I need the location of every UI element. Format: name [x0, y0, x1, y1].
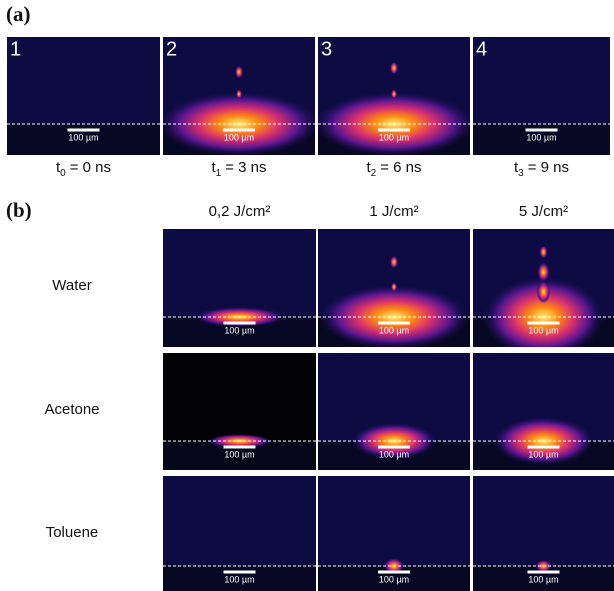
image: 100 µm: [163, 229, 316, 347]
image: 100 µm: [473, 229, 614, 357]
time-index: 0: [60, 168, 66, 179]
plume-spot: [390, 256, 398, 269]
plume-spot: [538, 262, 550, 281]
image: 100 µm: [7, 37, 160, 155]
panel-label: (b): [6, 198, 32, 222]
time-value: = 6 ns: [380, 159, 421, 176]
plume-spot: [390, 62, 398, 75]
image: 100 µm: [473, 476, 614, 591]
column-header: 0,2 J/cm²: [209, 203, 271, 220]
time-index: 2: [371, 168, 377, 179]
scale-bar-label: 100 µm: [224, 132, 254, 142]
image: 100 µm: [318, 229, 470, 349]
scale-bar-label: 100 µm: [224, 574, 254, 584]
column-header: 5 J/cm²: [519, 203, 568, 220]
time-value: = 3 ns: [225, 159, 266, 176]
plume-spot: [537, 281, 551, 303]
time-index: 1: [216, 168, 222, 179]
scale-bar-label: 100 µm: [526, 132, 556, 142]
image: 100 µm: [163, 353, 316, 470]
plume-spot: [236, 89, 242, 99]
image: 100 µm: [163, 476, 316, 591]
image: 100 µm: [159, 37, 319, 156]
scale-bar-label: 100 µm: [224, 449, 254, 459]
row-label: Water: [52, 277, 91, 294]
plume-spot: [540, 246, 548, 259]
scale-bar-label: 100 µm: [379, 325, 409, 335]
time-label: t1= 3 ns: [211, 159, 266, 179]
image-number: 2: [166, 38, 177, 60]
scale-bar-label: 100 µm: [68, 132, 98, 142]
figure: (a) (b) 100 µm1t0= 0 ns100 µm2t1= 3 ns10…: [0, 0, 614, 591]
plume-spot: [391, 89, 397, 99]
image: 100 µm: [318, 476, 470, 591]
time-value: = 0 ns: [70, 159, 111, 176]
plume-spot: [235, 66, 243, 79]
plume-spot: [391, 282, 397, 292]
panel-label: (a): [6, 2, 31, 26]
column-header: 1 J/cm²: [369, 203, 418, 220]
time-label: t0= 0 ns: [56, 159, 111, 179]
row-label: Acetone: [44, 401, 99, 418]
row-label: Toluene: [46, 524, 99, 541]
scale-bar-label: 100 µm: [379, 574, 409, 584]
image: 100 µm: [473, 37, 610, 155]
image-number: 1: [10, 38, 21, 60]
time-label: t2= 6 ns: [366, 159, 421, 179]
image-number: 3: [321, 38, 332, 60]
time-value: = 9 ns: [528, 159, 569, 176]
scale-bar-label: 100 µm: [528, 449, 558, 459]
time-label: t3= 9 ns: [514, 159, 569, 179]
scale-bar-label: 100 µm: [528, 574, 558, 584]
scale-bar-label: 100 µm: [528, 325, 558, 335]
image: 100 µm: [473, 353, 614, 470]
image: 100 µm: [314, 37, 474, 156]
image: 100 µm: [318, 353, 470, 470]
scale-bar-label: 100 µm: [224, 325, 254, 335]
scale-bar-label: 100 µm: [379, 449, 409, 459]
scale-bar-label: 100 µm: [379, 132, 409, 142]
time-index: 3: [518, 168, 524, 179]
image-number: 4: [476, 38, 487, 60]
